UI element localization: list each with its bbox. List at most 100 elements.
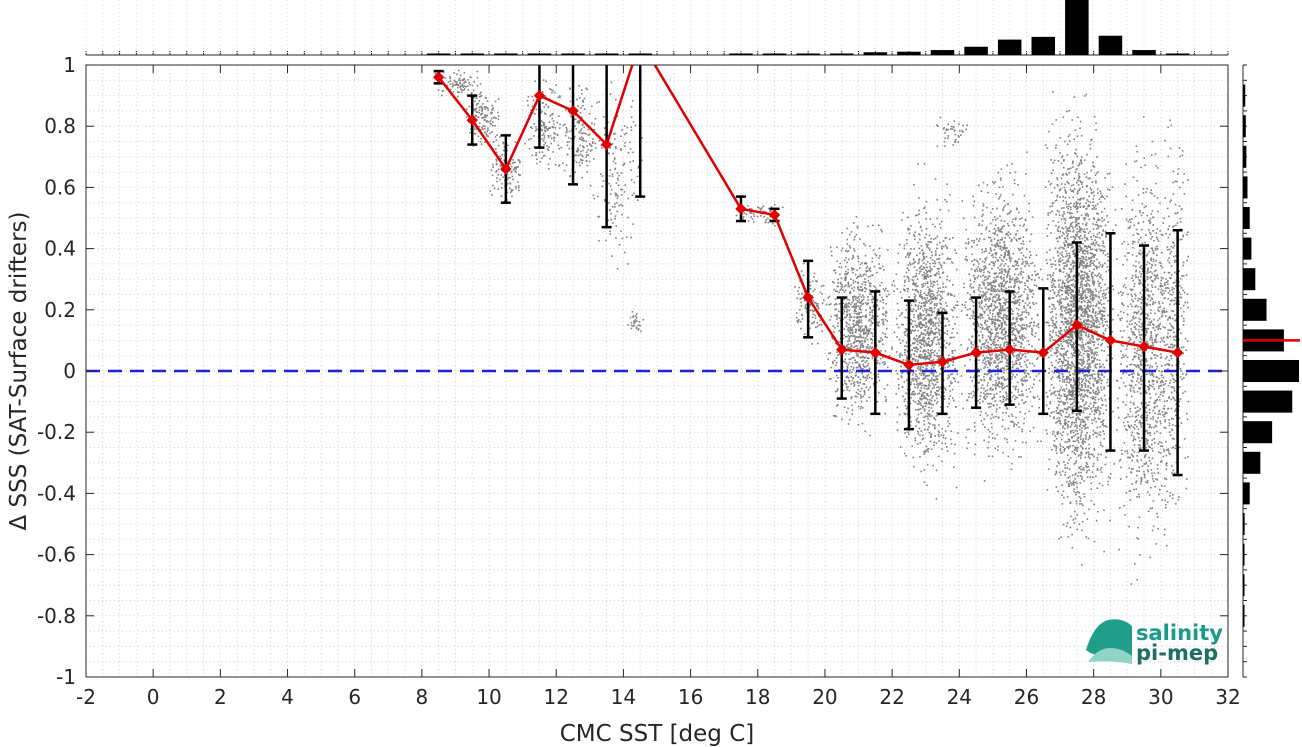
scatter-point [559, 96, 561, 99]
scatter-point [935, 469, 938, 472]
scatter-point [900, 297, 903, 299]
scatter-point [865, 379, 867, 382]
scatter-point [1003, 341, 1006, 344]
scatter-point [540, 157, 543, 160]
scatter-point [992, 296, 994, 299]
scatter-point [850, 278, 852, 280]
scatter-point [848, 245, 851, 247]
scatter-point [1023, 372, 1026, 375]
scatter-point [998, 337, 1000, 340]
scatter-point [635, 317, 638, 319]
scatter-point [934, 262, 937, 265]
scatter-point [922, 378, 924, 380]
scatter-point [985, 347, 987, 349]
scatter-point [500, 186, 503, 189]
scatter-point [864, 356, 867, 359]
scatter-point [980, 270, 982, 273]
scatter-point [827, 358, 829, 361]
scatter-point [947, 425, 950, 428]
scatter-point [985, 267, 987, 269]
scatter-point [925, 263, 928, 266]
scatter-point [924, 415, 927, 418]
scatter-point [837, 278, 839, 281]
scatter-point [966, 292, 969, 294]
scatter-point [531, 105, 534, 108]
scatter-point [568, 141, 571, 143]
scatter-point [804, 307, 807, 309]
scatter-point [978, 238, 981, 240]
scatter-point [1015, 424, 1018, 426]
scatter-point [920, 430, 923, 432]
scatter-point [885, 312, 887, 315]
scatter-point [1018, 363, 1021, 366]
scatter-point [850, 267, 853, 270]
scatter-point [801, 292, 803, 295]
scatter-point [825, 303, 828, 306]
scatter-point [479, 93, 481, 95]
scatter-point [1021, 354, 1024, 357]
scatter-point [916, 214, 918, 216]
scatter-point [906, 253, 909, 256]
scatter-point [491, 121, 494, 123]
scatter-point [976, 270, 979, 272]
scatter-point [1005, 298, 1008, 301]
scatter-point [847, 283, 850, 286]
scatter-point [934, 273, 937, 276]
scatter-point [908, 296, 911, 298]
scatter-point [582, 139, 585, 142]
scatter-point [1004, 338, 1007, 341]
scatter-point [859, 289, 861, 291]
scatter-point [833, 331, 835, 333]
scatter-point [558, 115, 560, 117]
scatter-point [797, 319, 800, 321]
scatter-point [816, 280, 818, 283]
scatter-point [862, 355, 865, 358]
scatter-point [1006, 359, 1008, 362]
scatter-point [924, 385, 927, 387]
scatter-point [763, 215, 765, 218]
scatter-point [968, 396, 970, 398]
scatter-point [938, 273, 940, 275]
scatter-point [942, 245, 945, 248]
scatter-point [469, 131, 471, 134]
scatter-point [456, 91, 459, 93]
scatter-point [1021, 337, 1024, 340]
scatter-point [847, 330, 850, 332]
scatter-point [582, 145, 584, 148]
scatter-point [938, 329, 941, 332]
scatter-point [940, 266, 943, 269]
scatter-point [1017, 332, 1020, 335]
scatter-point [1000, 285, 1003, 287]
scatter-point [918, 295, 921, 298]
scatter-point [929, 333, 931, 336]
scatter-point [1012, 352, 1014, 354]
scatter-point [927, 450, 929, 453]
scatter-point [990, 287, 993, 289]
scatter-point [982, 327, 984, 329]
scatter-point [632, 160, 634, 162]
scatter-point [613, 157, 616, 159]
scatter-point [936, 247, 938, 250]
scatter-point [495, 162, 498, 165]
scatter-point [842, 318, 844, 321]
scatter-point [846, 314, 848, 317]
scatter-point [602, 180, 605, 182]
scatter-point [1006, 355, 1008, 357]
scatter-point [1006, 335, 1009, 337]
scatter-point [925, 322, 927, 324]
scatter-point [566, 153, 569, 156]
scatter-point [934, 418, 937, 421]
scatter-point [905, 345, 908, 348]
scatter-point [609, 93, 612, 95]
scatter-point [904, 334, 907, 336]
scatter-point [927, 384, 930, 386]
scatter-point [846, 313, 849, 316]
scatter-point [929, 285, 932, 287]
scatter-point [866, 357, 869, 359]
scatter-point [1011, 366, 1014, 369]
scatter-point [479, 83, 482, 85]
scatter-point [1001, 322, 1004, 325]
scatter-point [849, 319, 851, 321]
scatter-point [859, 316, 861, 319]
scatter-point [627, 324, 629, 326]
